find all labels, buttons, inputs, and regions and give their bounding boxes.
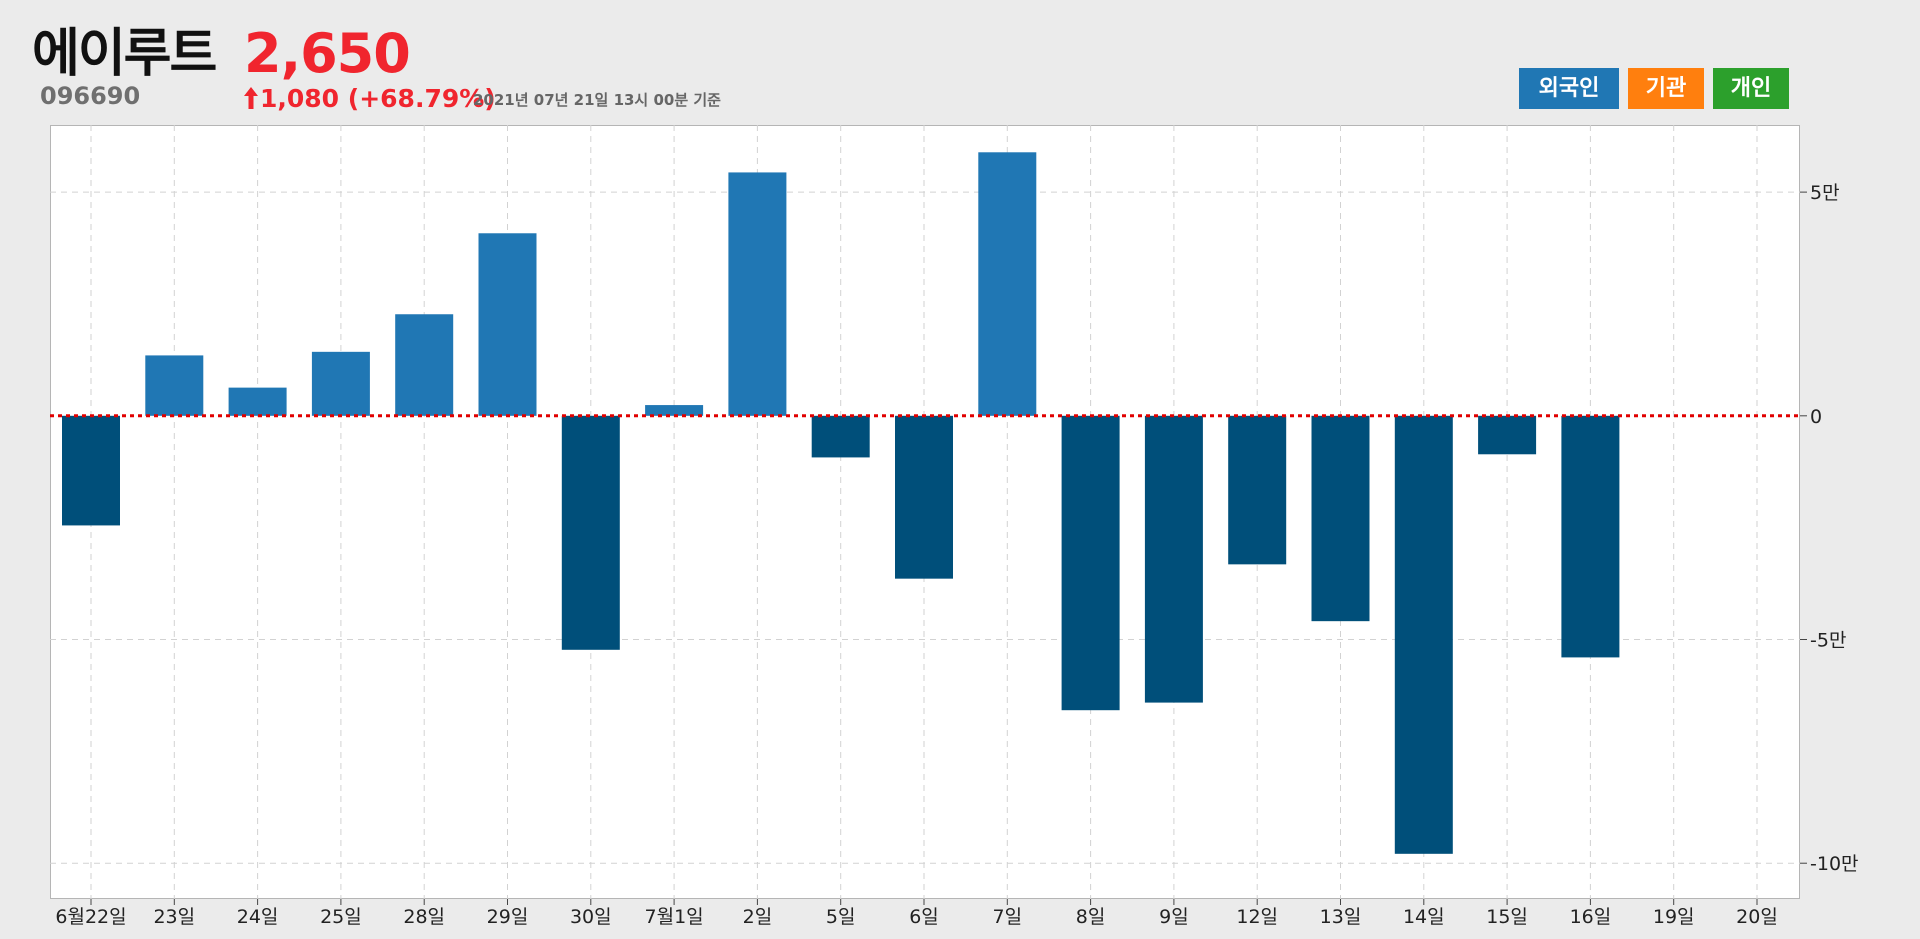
bar-negative [1144, 415, 1203, 703]
x-tick-label: 29일 [487, 906, 529, 928]
x-tick-label: 15일 [1486, 906, 1528, 928]
bar-positive [478, 233, 537, 416]
x-tick-label: 7월1일 [645, 906, 704, 928]
bar-negative [811, 415, 870, 458]
bar-negative [1228, 415, 1287, 565]
bar-positive [145, 355, 204, 416]
x-tick-label: 6일 [909, 906, 939, 928]
bar-negative [1394, 415, 1453, 854]
bar-positive [978, 152, 1037, 416]
bar-negative [62, 415, 120, 526]
x-tick-label: 19일 [1653, 906, 1695, 928]
x-tick-label: 9일 [1159, 906, 1189, 928]
arrow-up-icon [244, 87, 258, 109]
stock-code: 096690 [40, 82, 141, 110]
x-tick-label: 8일 [1076, 906, 1106, 928]
bar-negative [895, 415, 953, 579]
bar-negative [561, 415, 620, 650]
y-tick-label: 0 [1810, 406, 1822, 428]
x-tick-label: 20일 [1736, 906, 1778, 928]
x-tick-label: 28일 [403, 906, 445, 928]
x-tick-label: 16일 [1570, 906, 1612, 928]
price-change: 1,080 (+68.79%) [244, 84, 496, 114]
bar-negative [1311, 415, 1370, 622]
bar-negative [1061, 415, 1120, 711]
stock-name: 에이루트 [32, 24, 217, 84]
bar-positive [645, 405, 704, 416]
bar-positive [228, 387, 287, 416]
x-tick-label: 25일 [320, 906, 362, 928]
current-price: 2,650 [244, 22, 411, 85]
bar-positive [728, 172, 787, 416]
x-tick-label: 2일 [743, 906, 773, 928]
bar-negative [1561, 415, 1620, 658]
x-tick-label: 6월22일 [55, 906, 126, 928]
y-tick-label: 5만 [1810, 182, 1840, 204]
bar-negative [1478, 415, 1537, 455]
legend-individual-button[interactable]: 개인 [1713, 68, 1789, 109]
as-of-timestamp: 2021년 07년 21일 13시 00분 기준 [473, 91, 721, 109]
legend-institution-button[interactable]: 기관 [1628, 68, 1704, 109]
legend-foreign-button[interactable]: 외국인 [1519, 68, 1619, 109]
x-tick-label: 12일 [1236, 906, 1278, 928]
bar-positive [311, 351, 370, 416]
x-tick-label: 5일 [826, 906, 856, 928]
x-tick-label: 14일 [1403, 906, 1445, 928]
y-tick-label: -10만 [1810, 853, 1859, 875]
y-tick-label: -5만 [1810, 630, 1846, 652]
price-change-text: 1,080 (+68.79%) [260, 84, 496, 113]
bar-positive [395, 314, 454, 416]
x-tick-label: 7일 [993, 906, 1023, 928]
x-tick-label: 13일 [1320, 906, 1362, 928]
x-tick-label: 24일 [237, 906, 279, 928]
x-tick-label: 30일 [570, 906, 612, 928]
x-tick-label: 23일 [153, 906, 195, 928]
